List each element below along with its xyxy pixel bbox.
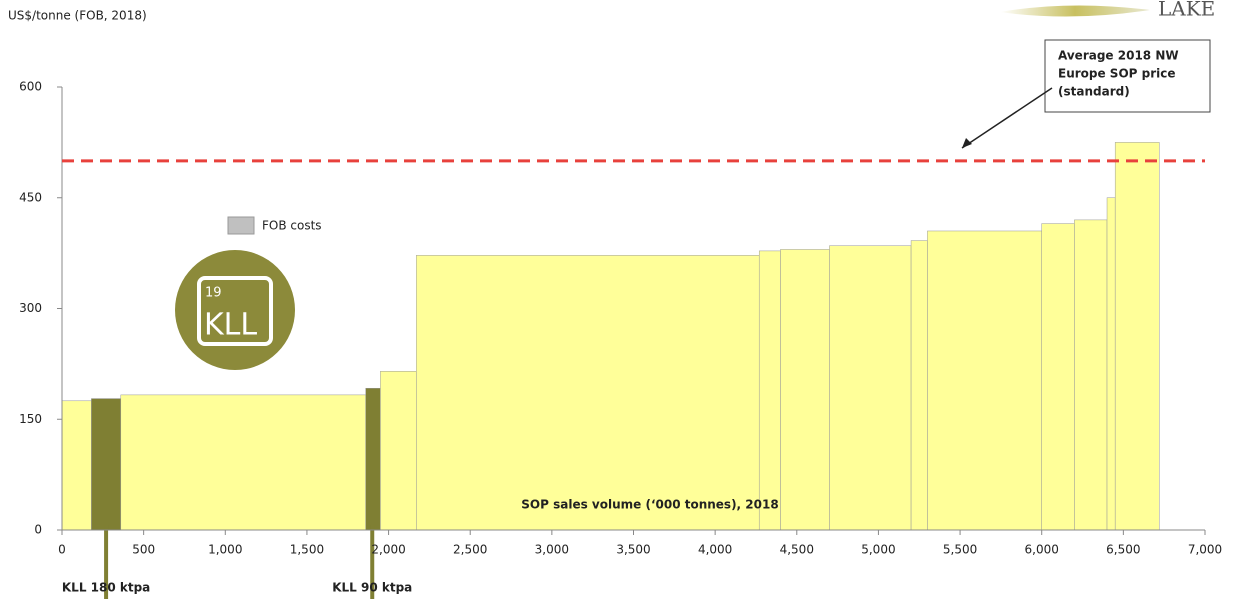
cost-bar	[829, 245, 912, 531]
logo: 19 KLL	[175, 250, 295, 370]
cost-bar	[780, 249, 830, 531]
y-axis-label: US$/tonne (FOB, 2018)	[8, 9, 147, 23]
x-tick-label: 1,500	[290, 543, 324, 557]
cost-bar	[1106, 197, 1116, 531]
x-tick-label: 3,500	[616, 543, 650, 557]
arrow-head	[962, 138, 972, 148]
x-tick-label: 7,000	[1188, 543, 1222, 557]
cost-bar	[910, 240, 928, 531]
x-tick-label: 3,000	[535, 543, 569, 557]
brand-swoosh	[1000, 5, 1150, 17]
annotation-marker	[104, 525, 109, 599]
y-tick-label: 0	[34, 523, 42, 537]
x-tick-label: 5,500	[943, 543, 977, 557]
legend-label: FOB costs	[262, 219, 322, 233]
x-tick-label: 0	[58, 543, 66, 557]
cost-bar	[61, 400, 92, 531]
x-tick-label: 500	[132, 543, 155, 557]
cost-bar	[758, 250, 781, 531]
x-tick-label: 6,500	[1106, 543, 1140, 557]
x-tick-label: 2,000	[371, 543, 405, 557]
x-axis-label: SOP sales volume (‘000 tonnes), 2018	[521, 498, 778, 512]
plot-area	[61, 142, 1160, 531]
annotation-marker	[370, 525, 375, 599]
cost-bar	[120, 394, 366, 531]
annotation-arrow	[961, 87, 1053, 149]
x-tick-label: 5,000	[861, 543, 895, 557]
logo-text: KLL	[204, 308, 257, 343]
legend-swatch	[227, 216, 255, 235]
logo-frame	[197, 276, 273, 346]
cost-bar	[365, 387, 381, 531]
y-tick-label: 150	[19, 412, 42, 426]
reference-label: Average 2018 NW	[1058, 49, 1179, 63]
cost-bar	[1074, 219, 1108, 531]
y-tick-label: 600	[19, 80, 42, 94]
cost-bar	[927, 230, 1042, 531]
annotation-box	[1044, 39, 1211, 113]
x-tick-label: 1,000	[208, 543, 242, 557]
reference-label: Europe SOP price	[1058, 67, 1176, 81]
annotation-label: KLL 180 ktpa	[62, 581, 150, 595]
reference-label: (standard)	[1058, 85, 1130, 99]
annotation-label: KLL 90 ktpa	[332, 581, 412, 595]
x-tick-label: 4,500	[780, 543, 814, 557]
x-tick-label: 4,000	[698, 543, 732, 557]
cost-bar	[1114, 142, 1160, 531]
brand: LAKE	[1158, 0, 1215, 21]
cost-bar	[91, 398, 122, 531]
y-tick-label: 450	[19, 190, 42, 204]
y-tick-label: 300	[19, 301, 42, 315]
logo-number: 19	[205, 286, 222, 301]
cost-bar	[416, 255, 760, 531]
x-tick-label: 6,000	[1025, 543, 1059, 557]
cost-bar	[380, 371, 417, 531]
cost-bar	[1041, 223, 1075, 531]
x-tick-label: 2,500	[453, 543, 487, 557]
